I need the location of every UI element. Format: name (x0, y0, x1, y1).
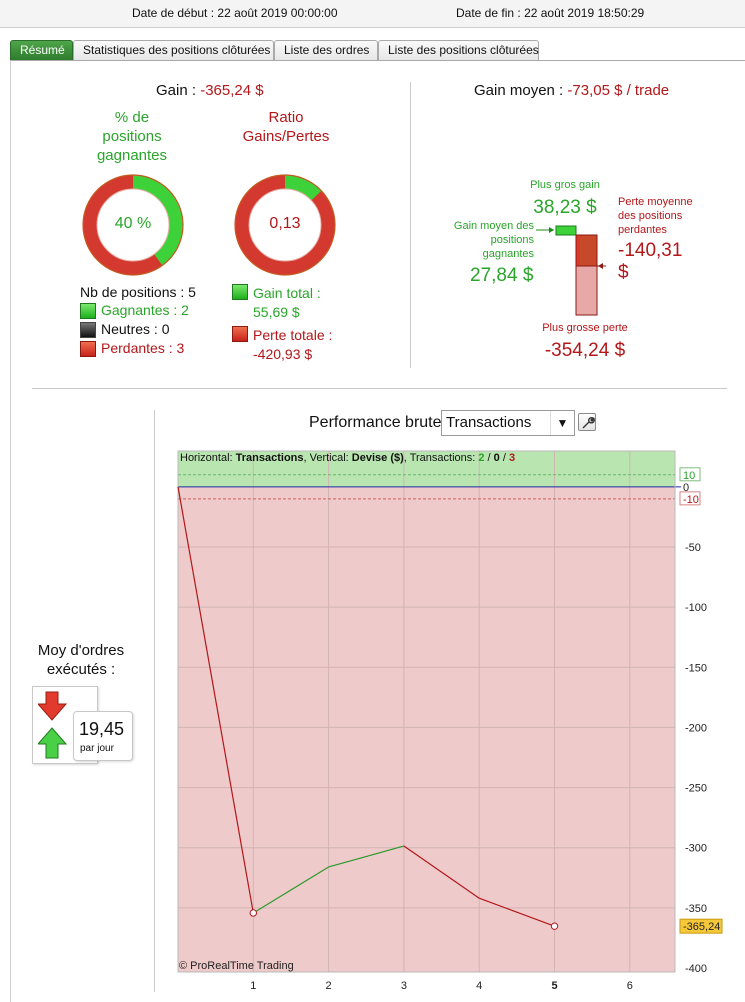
win-pct-title: % de positions gagnantes (96, 109, 168, 164)
data-point (249, 909, 258, 917)
y-tick-box (679, 491, 701, 506)
y-tick-label: -350 (685, 903, 707, 915)
winners-swatch (80, 303, 96, 319)
orders-unit: par jour (80, 743, 114, 754)
ratio-value: 0,13 (269, 215, 301, 232)
x-tick-label: 4 (476, 980, 482, 992)
tab-order-list[interactable]: Liste des ordres (274, 40, 378, 61)
start-date-label: Date de début : 22 août 2019 00:00:00 (132, 6, 338, 20)
tab-closed-positions-stats[interactable]: Statistiques des positions clôturées (73, 40, 274, 61)
tab-closed-positions-list[interactable]: Liste des positions clôturées (378, 40, 539, 61)
losers-swatch (80, 341, 96, 357)
biggest-loss-value: -354,24 $ (544, 340, 626, 361)
gain-loss-bar-graphic (536, 225, 606, 316)
orders-arrows-icon (38, 691, 68, 759)
biggest-gain-label: Plus gros gain (530, 179, 600, 191)
orders-value: 19,45 (79, 719, 125, 739)
performance-series (177, 486, 559, 930)
avg-win-label: Gain moyen des positions gagnantes (453, 220, 534, 260)
y-tick-label: -50 (685, 542, 701, 554)
performance-title: Performance brute (309, 414, 442, 431)
series-segment (479, 897, 555, 927)
chevron-down-icon: ▼ (550, 411, 574, 435)
avg-loss-label: Perte moyenne des positions perdantes (618, 196, 693, 236)
performance-axis-select[interactable]: Transactions ▼ (441, 410, 575, 436)
series-segment (328, 845, 405, 868)
plot-border (177, 450, 676, 973)
chart-legend: Horizontal: Transactions, Vertical: Devi… (180, 452, 516, 464)
orders-value-box: 19,45 par jour (73, 711, 133, 761)
x-tick-label: 6 (627, 980, 633, 992)
win-pct-value: 40 % (114, 215, 152, 232)
biggest-loss-label: Plus grosse perte (542, 322, 628, 334)
x-tick-label: 3 (401, 980, 407, 992)
positive-zone (178, 451, 675, 487)
y-tick-label: -400 (685, 963, 707, 975)
series-segment (177, 486, 254, 914)
y-tick-label: 0 (683, 482, 689, 494)
date-bar: Date de début : 22 août 2019 00:00:00 Da… (0, 0, 745, 28)
loss-total: Perte totale : -420,93 $ (253, 327, 333, 362)
last-value-label: -365,24 (683, 921, 720, 933)
tab-resume[interactable]: Résumé (10, 40, 73, 61)
ratio-win-arc (284, 175, 322, 201)
gain-total: Gain total : 55,69 $ (253, 285, 321, 320)
y-axis: 100-10 -50 -100 -150 -200 -250 -300 -350 -400 -36… (679, 467, 723, 975)
y-tick-label: -200 (685, 722, 707, 734)
biggest-gain-value: 38,23 $ (533, 197, 597, 218)
y-tick-label: -100 (685, 602, 707, 614)
negative-zone (178, 486, 675, 972)
end-date-label: Date de fin : 22 août 2019 18:50:29 (456, 6, 645, 20)
performance-axis-select-value: Transactions (446, 414, 532, 431)
ratio-title: Ratio Gains/Pertes (242, 109, 330, 145)
neutral-swatch (80, 322, 96, 338)
chart-left-separator (154, 410, 155, 992)
donut-win-arc (132, 175, 183, 266)
gain-total-swatch (232, 284, 248, 300)
y-tick-label: -150 (685, 662, 707, 674)
losers-count: Perdantes : 3 (101, 340, 185, 356)
avg-loss-value: -140,31 $ (618, 240, 683, 283)
watermark: © ProRealTime Trading (179, 960, 294, 972)
x-tick-label: 1 (250, 980, 256, 992)
y-tick-label: 10 (683, 470, 695, 482)
section-separator (32, 388, 727, 389)
loss-total-swatch (232, 326, 248, 342)
data-point (550, 922, 559, 930)
x-axis: 1 2 3 4 5 6 (250, 980, 633, 992)
column-separator (410, 82, 411, 368)
winners-count: Gagnantes : 2 (101, 302, 189, 318)
nb-positions: Nb de positions : 5 (80, 284, 196, 300)
ratio-donut (234, 174, 336, 276)
wrench-icon[interactable] (578, 413, 596, 431)
avg-win-value: 27,84 $ (470, 265, 534, 286)
neutral-count: Neutres : 0 (101, 321, 170, 337)
series-segment (403, 845, 480, 899)
y-tick-label: -10 (683, 494, 699, 506)
orders-label: Moy d'ordres exécutés : (37, 642, 125, 678)
chart-grid (178, 451, 675, 972)
y-tick-box (679, 467, 701, 482)
win-pct-donut (82, 174, 184, 276)
avg-gain-title: Gain moyen : -73,05 $ / trade (474, 82, 670, 99)
y-tick-label: -300 (685, 843, 707, 855)
series-segment (252, 866, 329, 914)
x-tick-label: 2 (326, 980, 332, 992)
x-tick-label: 5 (551, 980, 557, 992)
gain-title: Gain : -365,24 $ (156, 82, 264, 99)
performance-chart: 100-10 -50 -100 -150 -200 -250 -300 -350 -400 -36… (177, 450, 723, 992)
last-value-tag (679, 918, 723, 934)
y-tick-label: -250 (685, 783, 707, 795)
